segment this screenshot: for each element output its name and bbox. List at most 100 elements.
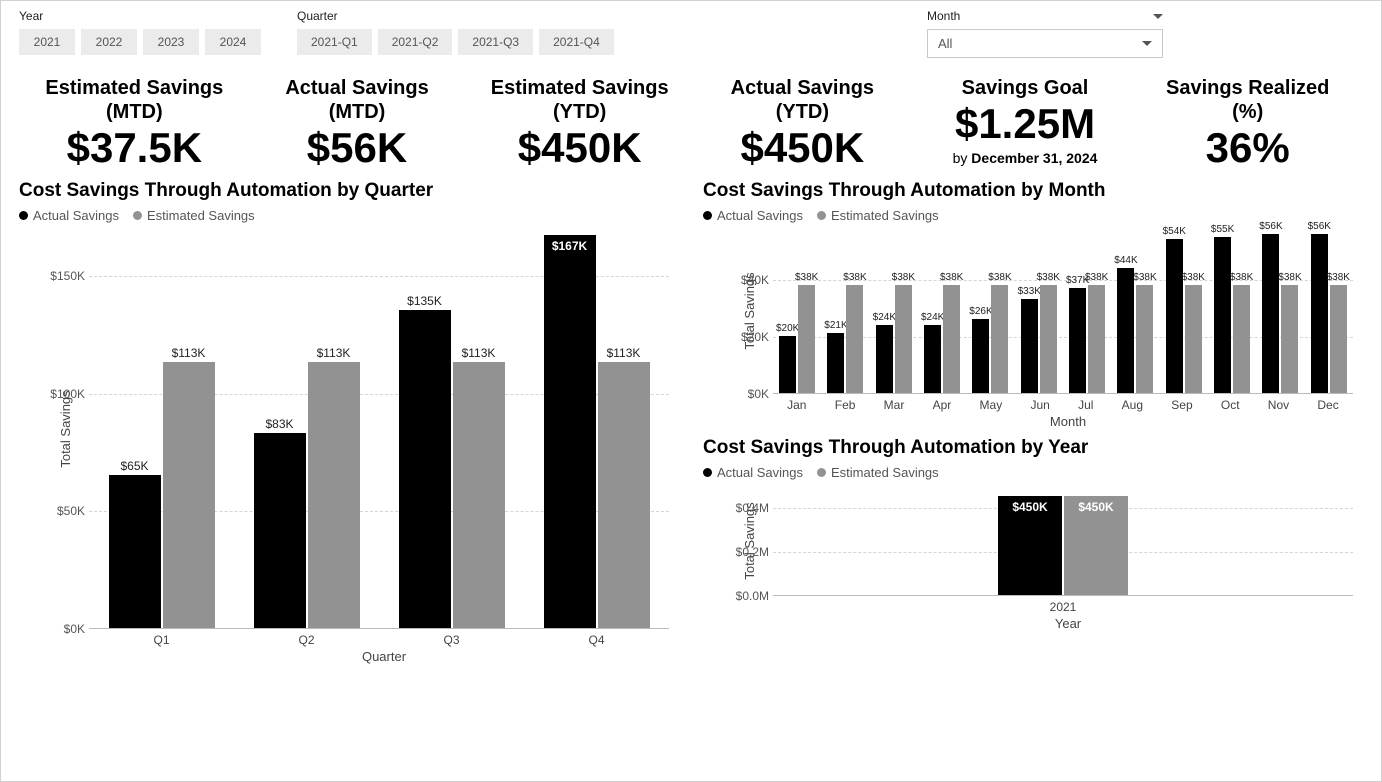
bar-actual[interactable]: $37K [1069, 288, 1086, 393]
kpi-card: Estimated Savings(MTD)$37.5K [23, 76, 246, 170]
bar-actual[interactable]: $56K [1262, 234, 1279, 393]
bar-estimated[interactable]: $38K [1330, 285, 1347, 393]
quarter-option[interactable]: 2021-Q1 [297, 29, 372, 55]
bar-label: $450K [1078, 500, 1113, 514]
bar-estimated[interactable]: $113K [163, 362, 215, 628]
bar-label: $56K [1308, 221, 1331, 232]
bar-label: $54K [1163, 226, 1186, 237]
bar-estimated[interactable]: $38K [1088, 285, 1105, 393]
chart-month-xticks: JanFebMarAprMayJunJulAugSepOctNovDec [773, 398, 1353, 412]
bar-actual[interactable]: $21K [827, 333, 844, 393]
bar-group: $56K$38K [1262, 234, 1298, 393]
bar-estimated[interactable]: $38K [1136, 285, 1153, 393]
legend-actual: Actual Savings [703, 465, 803, 480]
chart-month-panel: Cost Savings Through Automation by Month… [703, 180, 1363, 429]
bar-group: $26K$38K [972, 285, 1008, 393]
bar-label: $24K [921, 312, 944, 323]
bar-actual[interactable]: $450K [998, 496, 1062, 595]
chevron-down-icon [1142, 41, 1152, 46]
bar-label: $113K [462, 346, 496, 360]
bar-label: $33K [1018, 286, 1041, 297]
bar-label: $24K [873, 312, 896, 323]
bar-estimated[interactable]: $450K [1064, 496, 1128, 595]
bar-estimated[interactable]: $38K [991, 285, 1008, 393]
chart-quarter-panel: Cost Savings Through Automation by Quart… [19, 180, 679, 664]
quarter-option[interactable]: 2021-Q3 [458, 29, 533, 55]
bar-actual[interactable]: $65K [109, 475, 161, 628]
bar-estimated[interactable]: $113K [308, 362, 360, 628]
legend-estimated: Estimated Savings [817, 208, 939, 223]
bar-actual[interactable]: $56K [1311, 234, 1328, 393]
chart-year-legend: Actual Savings Estimated Savings [703, 465, 1363, 480]
xtick-label: Q4 [588, 633, 604, 647]
bar-label: $38K [1037, 272, 1060, 283]
bar-label: $38K [1278, 272, 1301, 283]
bar-group: $24K$38K [924, 285, 960, 393]
kpi-subtitle: by December 31, 2024 [914, 150, 1137, 166]
xtick-label: Jun [1030, 398, 1049, 412]
year-option[interactable]: 2022 [81, 29, 137, 55]
month-filter-label: Month [927, 9, 960, 23]
ytick-label: $150K [47, 269, 85, 283]
bar-actual[interactable]: $24K [924, 325, 941, 393]
chart-year-panel: Cost Savings Through Automation by Year … [703, 437, 1363, 631]
chart-month-plot: Total Savings$0K$20K$40K$20K$38K$21K$38K… [773, 229, 1353, 394]
bar-label: $38K [1230, 272, 1253, 283]
kpi-value: $56K [246, 126, 469, 170]
bar-actual[interactable]: $26K [972, 319, 989, 393]
xtick-label: Q2 [298, 633, 314, 647]
quarter-filter: Quarter 2021-Q12021-Q22021-Q32021-Q4 [297, 9, 614, 58]
year-option[interactable]: 2024 [205, 29, 261, 55]
yaxis-label: Total Savings [58, 390, 73, 467]
bar-actual[interactable]: $83K [254, 433, 306, 628]
year-option[interactable]: 2021 [19, 29, 75, 55]
xtick-label: Dec [1317, 398, 1338, 412]
kpi-value: $37.5K [23, 126, 246, 170]
bar-actual[interactable]: $24K [876, 325, 893, 393]
kpi-card: Savings Goal$1.25Mby December 31, 2024 [914, 76, 1137, 170]
bar-group: $33K$38K [1021, 285, 1057, 393]
xtick-label: Jul [1078, 398, 1093, 412]
bar-group: $83K$113K [254, 362, 360, 628]
bar-estimated[interactable]: $38K [1040, 285, 1057, 393]
quarter-filter-label: Quarter [297, 9, 614, 23]
quarter-option[interactable]: 2021-Q4 [539, 29, 614, 55]
kpi-title: Actual Savings(MTD) [246, 76, 469, 124]
bar-label: $135K [407, 294, 442, 308]
bar-estimated[interactable]: $113K [598, 362, 650, 628]
bar-actual[interactable]: $135K [399, 310, 451, 628]
bar-estimated[interactable]: $38K [895, 285, 912, 393]
bar-estimated[interactable]: $38K [943, 285, 960, 393]
kpi-title: Estimated Savings(MTD) [23, 76, 246, 124]
bar-estimated[interactable]: $38K [1233, 285, 1250, 393]
bar-label: $167K [552, 239, 587, 253]
bar-actual[interactable]: $55K [1214, 237, 1231, 393]
bar-actual[interactable]: $167K [544, 235, 596, 628]
bar-estimated[interactable]: $113K [453, 362, 505, 628]
bar-estimated[interactable]: $38K [798, 285, 815, 393]
ytick-label: $0K [731, 387, 769, 401]
chart-month-title: Cost Savings Through Automation by Month [703, 180, 1363, 202]
xtick-label: 2021 [998, 600, 1128, 614]
chart-quarter-title: Cost Savings Through Automation by Quart… [19, 180, 679, 202]
bar-label: $38K [892, 272, 915, 283]
bar-label: $38K [1327, 272, 1350, 283]
bar-actual[interactable]: $20K [779, 336, 796, 393]
ytick-label: $100K [47, 387, 85, 401]
bar-actual[interactable]: $33K [1021, 299, 1038, 393]
year-option[interactable]: 2023 [143, 29, 199, 55]
xtick-label: Q3 [443, 633, 459, 647]
quarter-option[interactable]: 2021-Q2 [378, 29, 453, 55]
legend-estimated: Estimated Savings [133, 208, 255, 223]
bar-actual[interactable]: $54K [1166, 239, 1183, 393]
bar-label: $55K [1211, 224, 1234, 235]
bar-estimated[interactable]: $38K [846, 285, 863, 393]
bar-estimated[interactable]: $38K [1185, 285, 1202, 393]
bar-actual[interactable]: $44K [1117, 268, 1134, 393]
month-select[interactable]: All [927, 29, 1163, 58]
bar-label: $113K [317, 346, 351, 360]
bar-label: $21K [824, 320, 847, 331]
legend-actual: Actual Savings [703, 208, 803, 223]
kpi-card: Savings Realized(%)36% [1136, 76, 1359, 170]
bar-estimated[interactable]: $38K [1281, 285, 1298, 393]
